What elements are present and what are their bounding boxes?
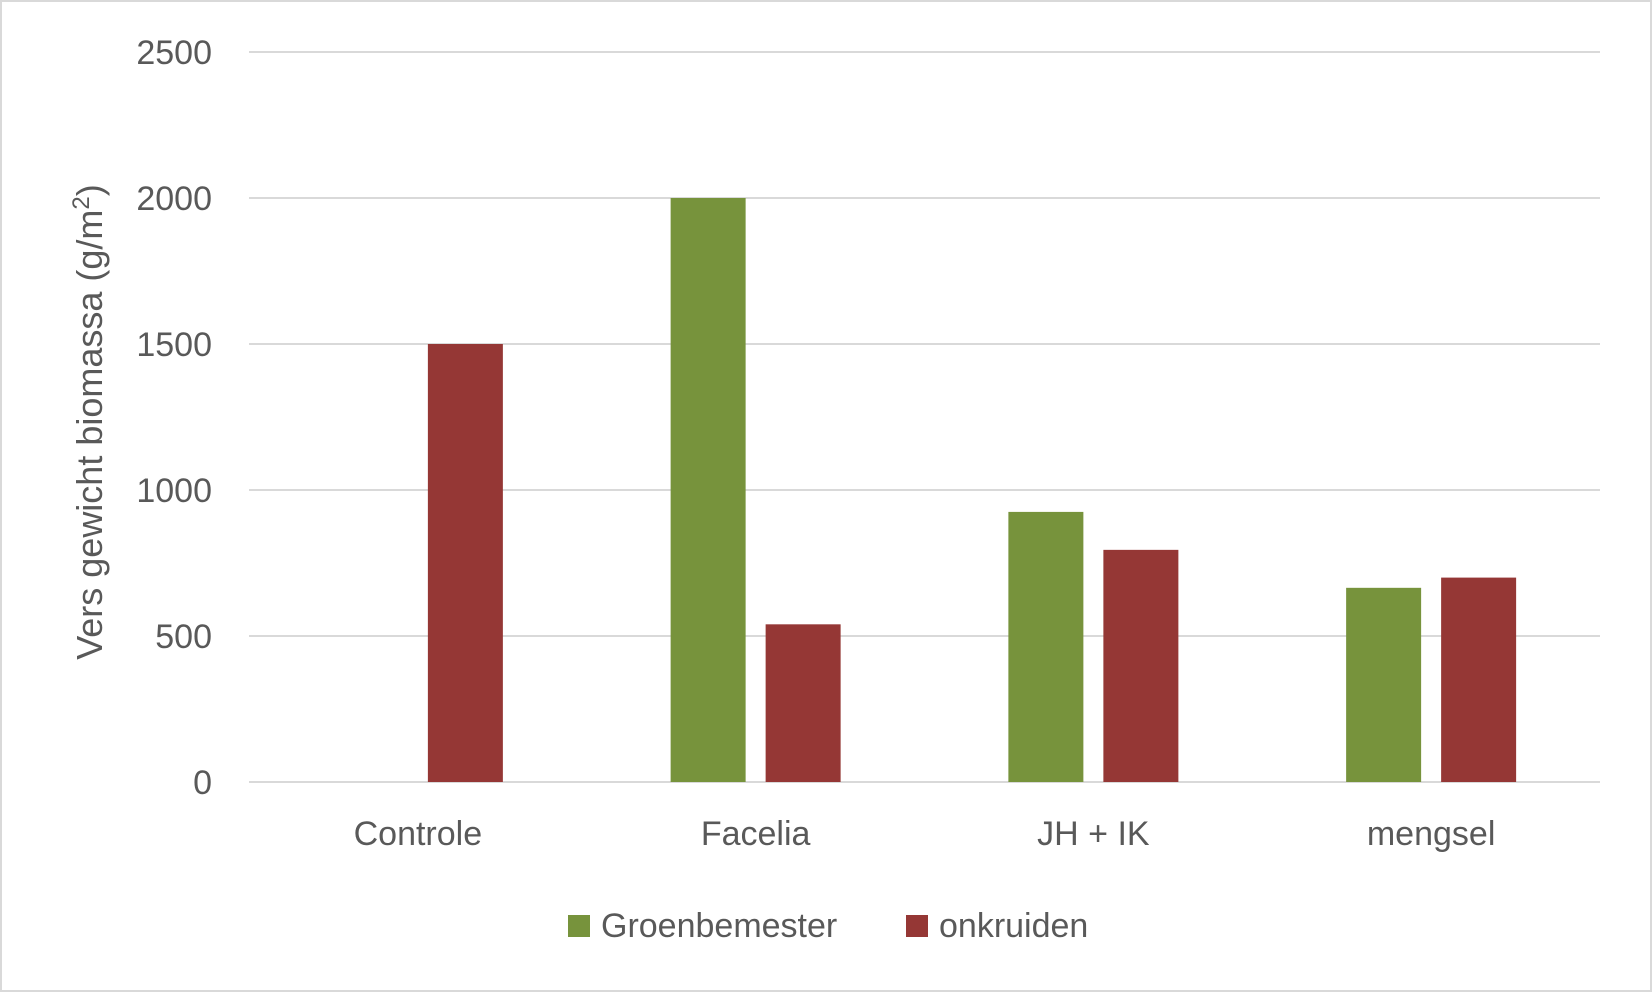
legend: Groenbemester onkruiden (568, 907, 1088, 945)
x-category-label: Facelia (701, 815, 811, 853)
bar-groenbemester-2 (1008, 511, 1084, 782)
x-category-label: mengsel (1367, 815, 1496, 853)
bar-onkruiden-0 (427, 344, 503, 782)
bar-groenbemester-1 (670, 198, 746, 782)
legend-swatch-onkruiden (906, 915, 928, 937)
y-tick-label: 1500 (136, 326, 212, 364)
y-tick-label: 2500 (136, 34, 212, 72)
legend-label-groenbemester: Groenbemester (601, 907, 837, 945)
bar-onkruiden-3 (1441, 577, 1517, 782)
x-category-label: JH + IK (1037, 815, 1150, 853)
y-axis-label: Vers gewicht biomassa (g/m2) (68, 184, 111, 660)
bar-onkruiden-1 (765, 624, 841, 782)
y-tick-label: 2000 (136, 180, 212, 218)
legend-label-onkruiden: onkruiden (939, 907, 1088, 945)
x-axis-categories: Controle Facelia JH + IK mengsel (354, 815, 1496, 853)
bar-groenbemester-3 (1346, 587, 1422, 782)
y-tick-label: 500 (155, 618, 212, 656)
legend-swatch-groenbemester (568, 915, 590, 937)
y-tick-label: 0 (193, 764, 212, 802)
y-tick-label: 1000 (136, 472, 212, 510)
bars (427, 198, 1517, 782)
y-axis-ticks: 0 500 1000 1500 2000 2500 (136, 34, 212, 802)
x-category-label: Controle (354, 815, 483, 853)
bar-onkruiden-2 (1103, 549, 1179, 782)
